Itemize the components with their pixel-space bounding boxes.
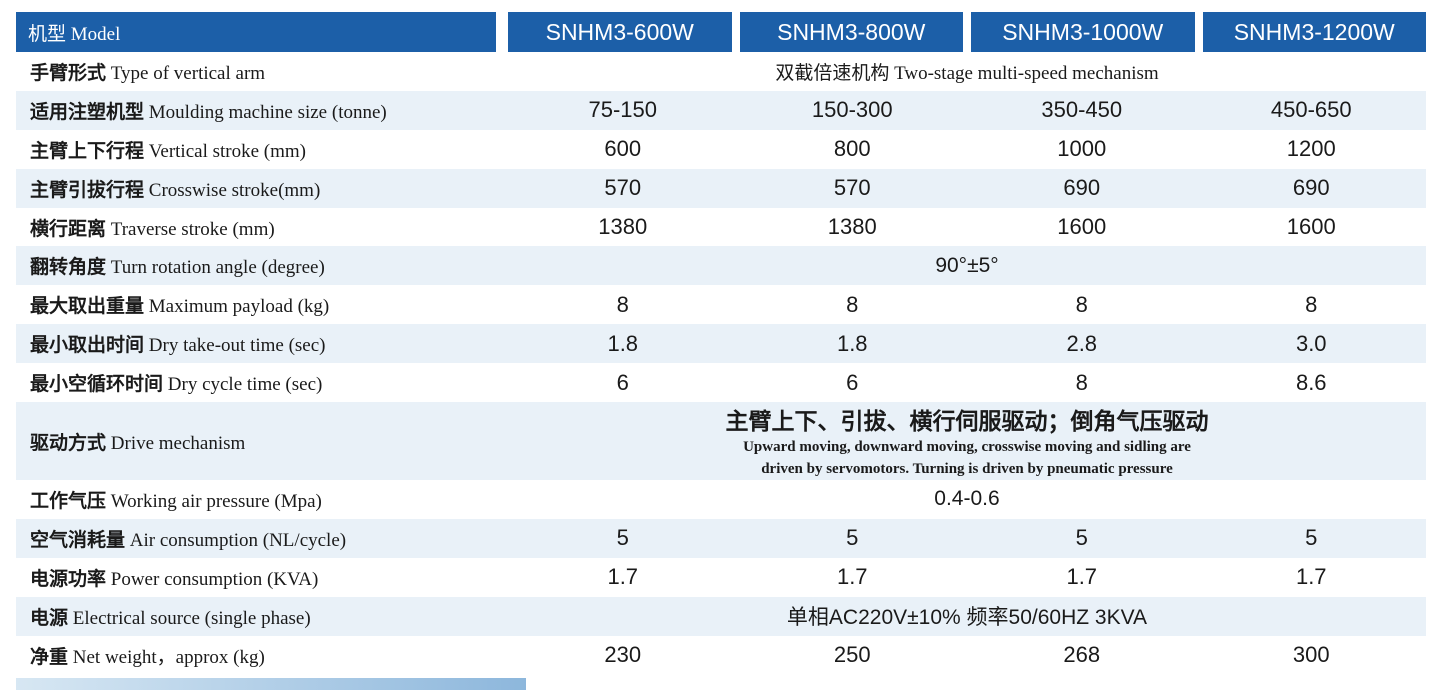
cell-value: 250 (833, 642, 871, 668)
cell-value: 600 (604, 136, 642, 162)
cell-value: 6 (846, 369, 859, 395)
spec-table: 机型 Model SNHM3-600W SNHM3-800W SNHM3-100… (16, 12, 1426, 674)
row-label: 电源功率 Power consumption (KVA) (30, 568, 319, 590)
row-span-value: 双截倍速机构 Two-stage multi-speed mechanism (775, 62, 1159, 84)
cell-value: 350-450 (1041, 97, 1123, 123)
table-row: 工作气压 Working air pressure (Mpa) 0.4-0.6 (16, 480, 1426, 519)
table-row: 适用注塑机型 Moulding machine size (tonne) 75-… (16, 90, 1426, 130)
cell-value: 1200 (1286, 136, 1336, 162)
table-row: 最小取出时间 Dry take-out time (sec) 1.8 1.8 2… (16, 324, 1426, 364)
table-row: 电源 Electrical source (single phase) 单相AC… (16, 596, 1426, 636)
cell-value: 5 (616, 525, 629, 551)
cell-value: 5 (1305, 525, 1318, 551)
cell-value: 690 (1292, 175, 1330, 201)
cell-value: 1.7 (1295, 564, 1327, 590)
row-span-value: 90°±5° (935, 253, 999, 277)
row-label: 主臂上下行程 Vertical stroke (mm) (30, 140, 306, 162)
decorative-footer-bar (16, 678, 526, 690)
cell-value: 300 (1292, 642, 1330, 668)
drive-mechanism-en-line1: Upward moving, downward moving, crosswis… (743, 439, 1191, 456)
cell-value: 8 (1075, 291, 1088, 317)
header-label: 机型 Model (16, 12, 496, 52)
model-header-1000w: SNHM3-1000W (971, 12, 1195, 52)
table-row: 最大取出重量 Maximum payload (kg) 8 8 8 8 (16, 285, 1426, 324)
cell-value: 8 (616, 291, 629, 317)
table-row: 驱动方式 Drive mechanism 主臂上下、引拔、横行伺服驱动；倒角气压… (16, 402, 1426, 481)
model-header-800w: SNHM3-800W (739, 12, 963, 52)
table-row: 空气消耗量 Air consumption (NL/cycle) 5 5 5 5 (16, 518, 1426, 558)
cell-value: 5 (1075, 525, 1088, 551)
cell-value: 1.7 (836, 564, 868, 590)
row-span-value: 单相AC220V±10% 频率50/60HZ 3KVA (786, 606, 1148, 630)
cell-value: 8.6 (1295, 369, 1327, 395)
table-row: 手臂形式 Type of vertical arm 双截倍速机构 Two-sta… (16, 52, 1426, 91)
table-row: 横行距离 Traverse stroke (mm) 1380 1380 1600… (16, 208, 1426, 247)
cell-value: 268 (1063, 642, 1101, 668)
cell-value: 1.8 (836, 330, 868, 356)
cell-value: 1000 (1057, 136, 1107, 162)
table-row: 净重 Net weight，approx (kg) 230 250 268 30… (16, 636, 1426, 675)
row-label: 最小空循环时间 Dry cycle time (sec) (30, 374, 323, 396)
row-label: 翻转角度 Turn rotation angle (degree) (30, 257, 325, 279)
cell-value: 570 (604, 175, 642, 201)
model-header-1200w: SNHM3-1200W (1202, 12, 1426, 52)
row-label: 手臂形式 Type of vertical arm (30, 62, 266, 84)
row-label: 主臂引拔行程 Crosswise stroke(mm) (30, 179, 321, 201)
table-row: 电源功率 Power consumption (KVA) 1.7 1.7 1.7… (16, 558, 1426, 597)
cell-value: 1.7 (1066, 564, 1098, 590)
row-label: 最小取出时间 Dry take-out time (sec) (30, 335, 326, 357)
drive-mechanism-zh: 主臂上下、引拔、横行伺服驱动；倒角气压驱动 (725, 408, 1209, 435)
drive-mechanism-en-line2: driven by servomotors. Turning is driven… (761, 461, 1173, 478)
cell-value: 5 (846, 525, 859, 551)
table-row: 翻转角度 Turn rotation angle (degree) 90°±5° (16, 246, 1426, 286)
cell-value: 3.0 (1295, 330, 1327, 356)
table-row: 主臂引拔行程 Crosswise stroke(mm) 570 570 690 … (16, 168, 1426, 208)
cell-value: 800 (833, 136, 871, 162)
table-header: 机型 Model SNHM3-600W SNHM3-800W SNHM3-100… (16, 12, 1426, 52)
cell-value: 230 (604, 642, 642, 668)
cell-value: 6 (616, 369, 629, 395)
cell-value: 1380 (598, 214, 648, 239)
row-label: 横行距离 Traverse stroke (mm) (30, 218, 275, 240)
cell-value: 8 (1075, 369, 1088, 395)
cell-value: 570 (833, 175, 871, 201)
cell-value: 1600 (1057, 214, 1107, 239)
row-span-value: 0.4-0.6 (934, 487, 1000, 511)
cell-value: 8 (1305, 291, 1318, 317)
row-label: 适用注塑机型 Moulding machine size (tonne) (30, 101, 387, 123)
cell-value: 8 (846, 291, 859, 317)
cell-value: 690 (1063, 175, 1101, 201)
row-label: 电源 Electrical source (single phase) (30, 607, 311, 629)
row-label: 工作气压 Working air pressure (Mpa) (30, 490, 322, 512)
row-label: 净重 Net weight，approx (kg) (30, 646, 265, 668)
cell-value: 150-300 (811, 97, 893, 123)
cell-value: 2.8 (1066, 330, 1098, 356)
table-row: 主臂上下行程 Vertical stroke (mm) 600 800 1000… (16, 130, 1426, 169)
cell-value: 1.7 (607, 564, 639, 590)
cell-value: 1.8 (607, 330, 639, 356)
cell-value: 1600 (1286, 214, 1336, 239)
row-span-value: 主臂上下、引拔、横行伺服驱动；倒角气压驱动 Upward moving, dow… (508, 402, 1426, 480)
cell-value: 1380 (827, 214, 877, 239)
model-header-600w: SNHM3-600W (508, 12, 732, 52)
row-label: 最大取出重量 Maximum payload (kg) (30, 296, 330, 318)
cell-value: 450-650 (1270, 97, 1352, 123)
row-label: 驱动方式 Drive mechanism (30, 432, 246, 454)
cell-value: 75-150 (588, 97, 657, 123)
row-label: 空气消耗量 Air consumption (NL/cycle) (30, 529, 347, 551)
table-row: 最小空循环时间 Dry cycle time (sec) 6 6 8 8.6 (16, 363, 1426, 402)
